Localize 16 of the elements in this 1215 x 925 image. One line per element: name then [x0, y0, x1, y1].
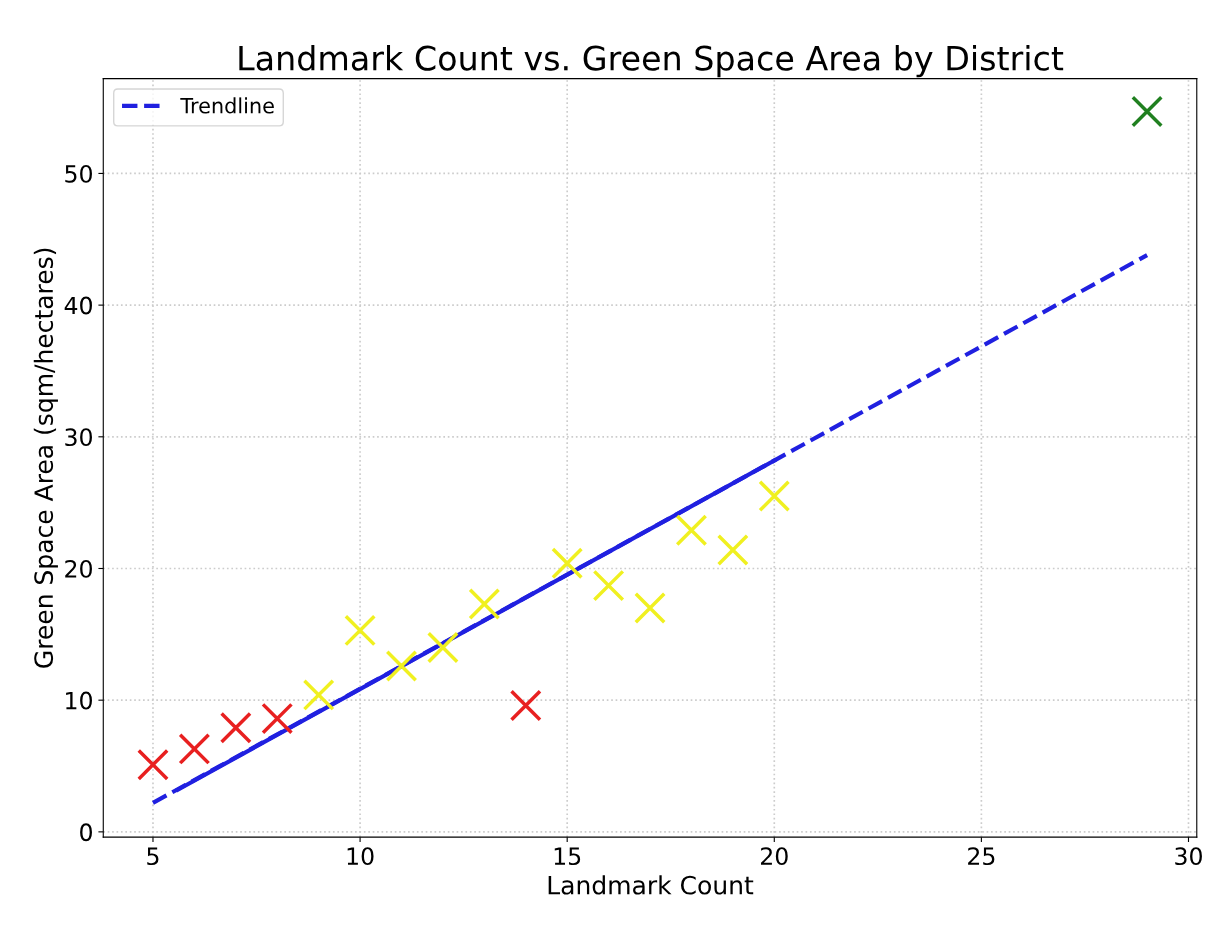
x-tick-label: 20: [760, 847, 788, 866]
x-tick-label: 15: [554, 847, 581, 866]
x-tick-label: 10: [347, 847, 374, 866]
y-tick-label: 40: [64, 296, 92, 315]
y-tick-label: 50: [65, 164, 92, 183]
x-axis-title: Landmark Count: [548, 875, 754, 895]
y-axis-title: Green Space Area (sqm/hectares): [33, 248, 58, 668]
legend-label: Trendline: [180, 97, 274, 114]
x-tick-label: 30: [1175, 847, 1202, 866]
y-tick-label: 10: [66, 691, 92, 710]
x-tick-label: 5: [147, 847, 159, 866]
x-tick-label: 25: [968, 847, 995, 866]
chart-title: Landmark Count vs. Green Space Area by District: [239, 44, 1064, 78]
y-tick-label: 0: [80, 823, 92, 842]
y-tick-label: 30: [65, 428, 92, 447]
y-tick-label: 20: [65, 559, 92, 578]
